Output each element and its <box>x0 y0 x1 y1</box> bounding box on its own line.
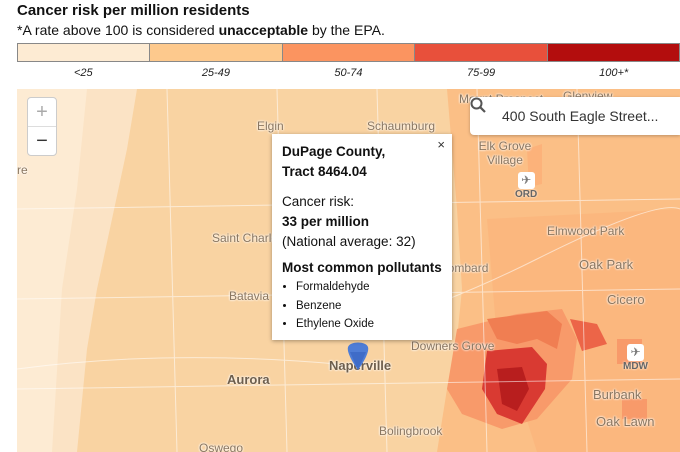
place-label-bolingbrook: Bolingbrook <box>379 424 443 438</box>
risk-label: Cancer risk: <box>282 194 355 209</box>
airport-ord: ✈ ORD <box>515 172 537 200</box>
place-label-oswego: Oswego <box>199 441 244 452</box>
legend-label-3: 75-99 <box>467 67 496 79</box>
popup-heading: DuPage County, Tract 8464.04 <box>282 142 442 182</box>
risk-value: 33 per million <box>282 214 370 229</box>
legend-swatch-4 <box>546 43 680 62</box>
list-item: Benzene <box>296 297 442 316</box>
place-label-saint-charles: Saint Charles <box>212 231 285 245</box>
map-tracts <box>17 89 680 452</box>
place-label-burbank: Burbank <box>593 387 642 402</box>
legend-swatch-1 <box>149 43 282 62</box>
zoom-in-button[interactable]: + <box>28 98 56 127</box>
legend-swatch-0 <box>17 43 150 62</box>
place-label-oak-lawn: Oak Lawn <box>596 414 655 429</box>
close-icon[interactable]: × <box>437 137 445 152</box>
airplane-icon: ✈ <box>627 344 644 361</box>
place-label-batavia: Batavia <box>229 289 270 303</box>
place-label-elmwood-park: Elmwood Park <box>547 224 625 238</box>
subtitle-text: *A rate above 100 is considered <box>17 22 219 38</box>
legend-label-1: 25-49 <box>201 67 230 79</box>
place-label-lombard: Lombard <box>441 261 489 275</box>
national-average: (National average: 32) <box>282 234 416 249</box>
chart-subtitle: *A rate above 100 is considered unaccept… <box>17 22 385 38</box>
legend-labels: <25 25-49 50-74 75-99 100+* <box>17 67 680 79</box>
legend-label-2: 50-74 <box>334 67 363 79</box>
chart-title: Cancer risk per million residents <box>17 2 250 19</box>
pollutants-heading: Most common pollutants <box>282 260 442 275</box>
place-label-downers-grove: Downers Grove <box>411 339 495 353</box>
popup-heading-county: DuPage County, <box>282 144 386 159</box>
airport-code: MDW <box>623 361 648 372</box>
place-label-aurora: Aurora <box>227 372 270 387</box>
zoom-control: + − <box>27 97 57 156</box>
legend-label-4: 100+* <box>599 67 629 79</box>
place-label-west-edge: re <box>17 163 28 177</box>
address-search <box>470 97 680 135</box>
place-label-elk-grove-village: Elk Grove Village <box>478 139 532 167</box>
subtitle-emphasis: unacceptable <box>218 22 309 38</box>
legend-swatch-3 <box>414 43 547 62</box>
place-label-schaumburg: Schaumburg <box>367 119 436 133</box>
place-label-cicero: Cicero <box>607 292 645 307</box>
legend-swatch-2 <box>281 43 415 62</box>
legend-label-0: <25 <box>73 67 93 79</box>
airport-code: ORD <box>515 189 538 200</box>
tract-popup: × DuPage County, Tract 8464.04 Cancer ri… <box>272 134 452 340</box>
place-label-oak-park: Oak Park <box>579 257 634 272</box>
pollutants-list: Formaldehyde Benzene Ethylene Oxide <box>282 278 442 334</box>
choropleth-map[interactable]: Elgin Schaumburg Mount Prospect Glenview… <box>17 89 680 452</box>
airport-mdw: ✈ MDW <box>623 344 648 372</box>
list-item: Ethylene Oxide <box>296 315 442 334</box>
popup-heading-tract: Tract 8464.04 <box>282 164 367 179</box>
zoom-out-button[interactable]: − <box>36 130 48 152</box>
list-item: Formaldehyde <box>296 278 442 297</box>
airplane-icon: ✈ <box>517 172 535 189</box>
subtitle-text-end: by the EPA. <box>308 22 385 38</box>
color-legend <box>17 43 680 62</box>
search-input[interactable] <box>500 107 674 125</box>
place-label-elgin: Elgin <box>257 119 284 133</box>
